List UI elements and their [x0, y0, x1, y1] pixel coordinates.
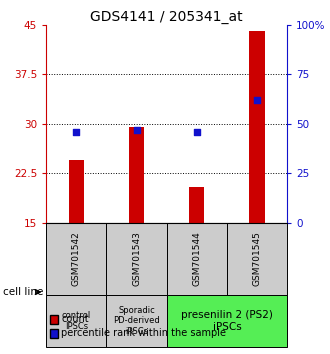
Bar — [106, 223, 167, 295]
Point — [134, 127, 139, 133]
Text: cell line: cell line — [3, 287, 44, 297]
Text: GSM701543: GSM701543 — [132, 232, 141, 286]
Bar — [46, 223, 106, 295]
Text: GSM701544: GSM701544 — [192, 232, 201, 286]
Point — [194, 129, 199, 135]
Point — [254, 97, 260, 103]
Title: GDS4141 / 205341_at: GDS4141 / 205341_at — [90, 10, 243, 24]
Bar — [129, 127, 144, 223]
Bar — [106, 295, 167, 347]
Text: control
IPSCs: control IPSCs — [62, 311, 91, 331]
Bar — [167, 295, 287, 347]
Bar — [227, 223, 287, 295]
Bar — [189, 187, 204, 223]
Bar — [167, 223, 227, 295]
Point — [74, 129, 79, 135]
Bar — [249, 32, 265, 223]
Text: count: count — [61, 314, 89, 324]
Text: GSM701545: GSM701545 — [252, 232, 261, 286]
Text: presenilin 2 (PS2)
iPSCs: presenilin 2 (PS2) iPSCs — [181, 310, 273, 332]
Bar — [46, 295, 106, 347]
Text: GSM701542: GSM701542 — [72, 232, 81, 286]
Text: percentile rank within the sample: percentile rank within the sample — [61, 329, 226, 338]
Text: Sporadic
PD-derived
iPSCs: Sporadic PD-derived iPSCs — [113, 306, 160, 336]
Bar — [69, 160, 84, 223]
